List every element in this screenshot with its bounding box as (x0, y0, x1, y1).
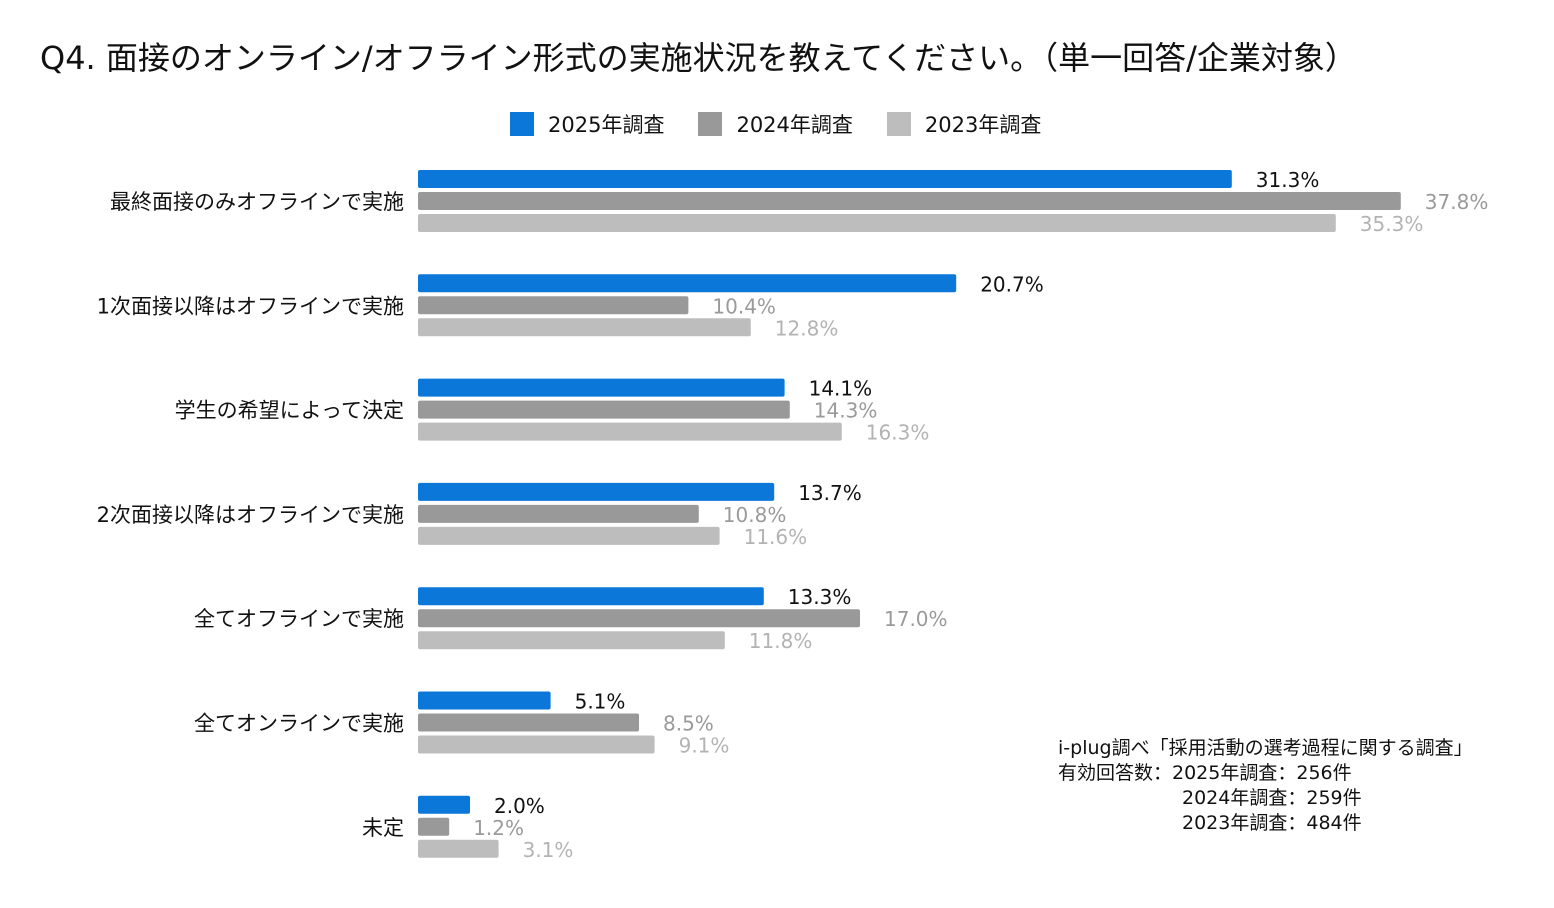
legend-swatch-2023 (886, 112, 911, 136)
data-label: 14.1% (809, 377, 873, 401)
legend-label-2025: 2025年調査 (548, 113, 665, 137)
bar-2023年調査-2 (418, 422, 842, 441)
bar-2024年調査-4 (418, 609, 860, 628)
legend-label-2024: 2024年調査 (736, 113, 853, 137)
bar-2024年調査-3 (418, 504, 699, 523)
category-label: 2次面接以降はオフラインで実施 (97, 503, 404, 527)
data-label: 37.8% (1425, 190, 1489, 214)
source-note-line-4: 2023年調査：484件 (1182, 812, 1362, 834)
category-label: 最終面接のみオフラインで実施 (110, 190, 404, 214)
data-label: 31.3% (1256, 168, 1320, 192)
data-label: 13.7% (798, 481, 862, 505)
data-label: 3.1% (523, 838, 574, 862)
bar-2025年調査-3 (418, 482, 775, 501)
data-label: 20.7% (980, 272, 1044, 296)
source-note-line-1: i-plug調べ「採用活動の選考過程に関する調査」 (1058, 737, 1473, 759)
bar-2024年調査-1 (418, 296, 689, 315)
bar-2023年調査-0 (418, 214, 1336, 232)
bar-2024年調査-6 (418, 817, 450, 836)
data-label: 12.8% (775, 316, 839, 340)
data-label: 14.3% (814, 399, 878, 423)
bar-2023年調査-6 (418, 839, 499, 858)
data-label: 16.3% (866, 421, 930, 445)
chart-title: Q4. 面接のオンライン/オフライン形式の実施状況を教えてください。（単一回答/… (40, 39, 1357, 77)
data-label: 13.3% (788, 585, 852, 609)
legend-label-2023: 2023年調査 (924, 113, 1042, 137)
category-label: 学生の希望によって決定 (175, 399, 404, 423)
bar-2024年調査-2 (418, 400, 790, 419)
bar-2024年調査-0 (418, 192, 1401, 210)
data-label: 11.6% (744, 525, 808, 549)
category-label: 全てオンラインで実施 (194, 712, 404, 736)
source-note: i-plug調べ「採用活動の選考過程に関する調査」 有効回答数：2025年調査：… (1058, 736, 1473, 836)
bar-2025年調査-1 (418, 274, 957, 293)
bar-2023年調査-1 (418, 318, 751, 337)
bar-2023年調査-5 (418, 735, 655, 754)
legend-swatch-2025 (510, 112, 534, 136)
data-label: 5.1% (575, 690, 626, 714)
legend-swatch-2024 (698, 112, 723, 136)
data-label: 9.1% (679, 734, 730, 758)
bar-2025年調査-4 (418, 587, 764, 606)
bar-2023年調査-3 (418, 526, 720, 545)
category-label: 1次面接以降はオフラインで実施 (97, 294, 404, 318)
bar-2025年調査-5 (418, 691, 551, 710)
data-label: 11.8% (749, 629, 813, 653)
source-note-line-2: 有効回答数：2025年調査：256件 (1058, 762, 1352, 784)
chart-legend: 2025年調査 2024年調査 2023年調査 (510, 110, 1041, 138)
category-label: 全てオフラインで実施 (194, 607, 404, 631)
data-label: 2.0% (494, 794, 545, 818)
source-note-line-3: 2024年調査：259件 (1182, 787, 1362, 809)
data-label: 10.8% (723, 503, 787, 527)
bar-2023年調査-4 (418, 631, 725, 650)
legend-item-2025: 2025年調査 (510, 109, 664, 139)
data-label: 1.2% (473, 816, 524, 840)
bar-2025年調査-0 (418, 170, 1232, 188)
data-label: 35.3% (1360, 212, 1424, 236)
bar-2025年調査-2 (418, 378, 785, 397)
bar-2024年調査-5 (418, 713, 639, 732)
data-label: 10.4% (712, 294, 776, 318)
category-label: 未定 (362, 816, 404, 840)
data-label: 8.5% (663, 712, 714, 736)
legend-item-2023: 2023年調査 (886, 109, 1042, 139)
bar-2025年調査-6 (418, 795, 470, 814)
legend-item-2024: 2024年調査 (698, 109, 853, 139)
data-label: 17.0% (884, 607, 948, 631)
